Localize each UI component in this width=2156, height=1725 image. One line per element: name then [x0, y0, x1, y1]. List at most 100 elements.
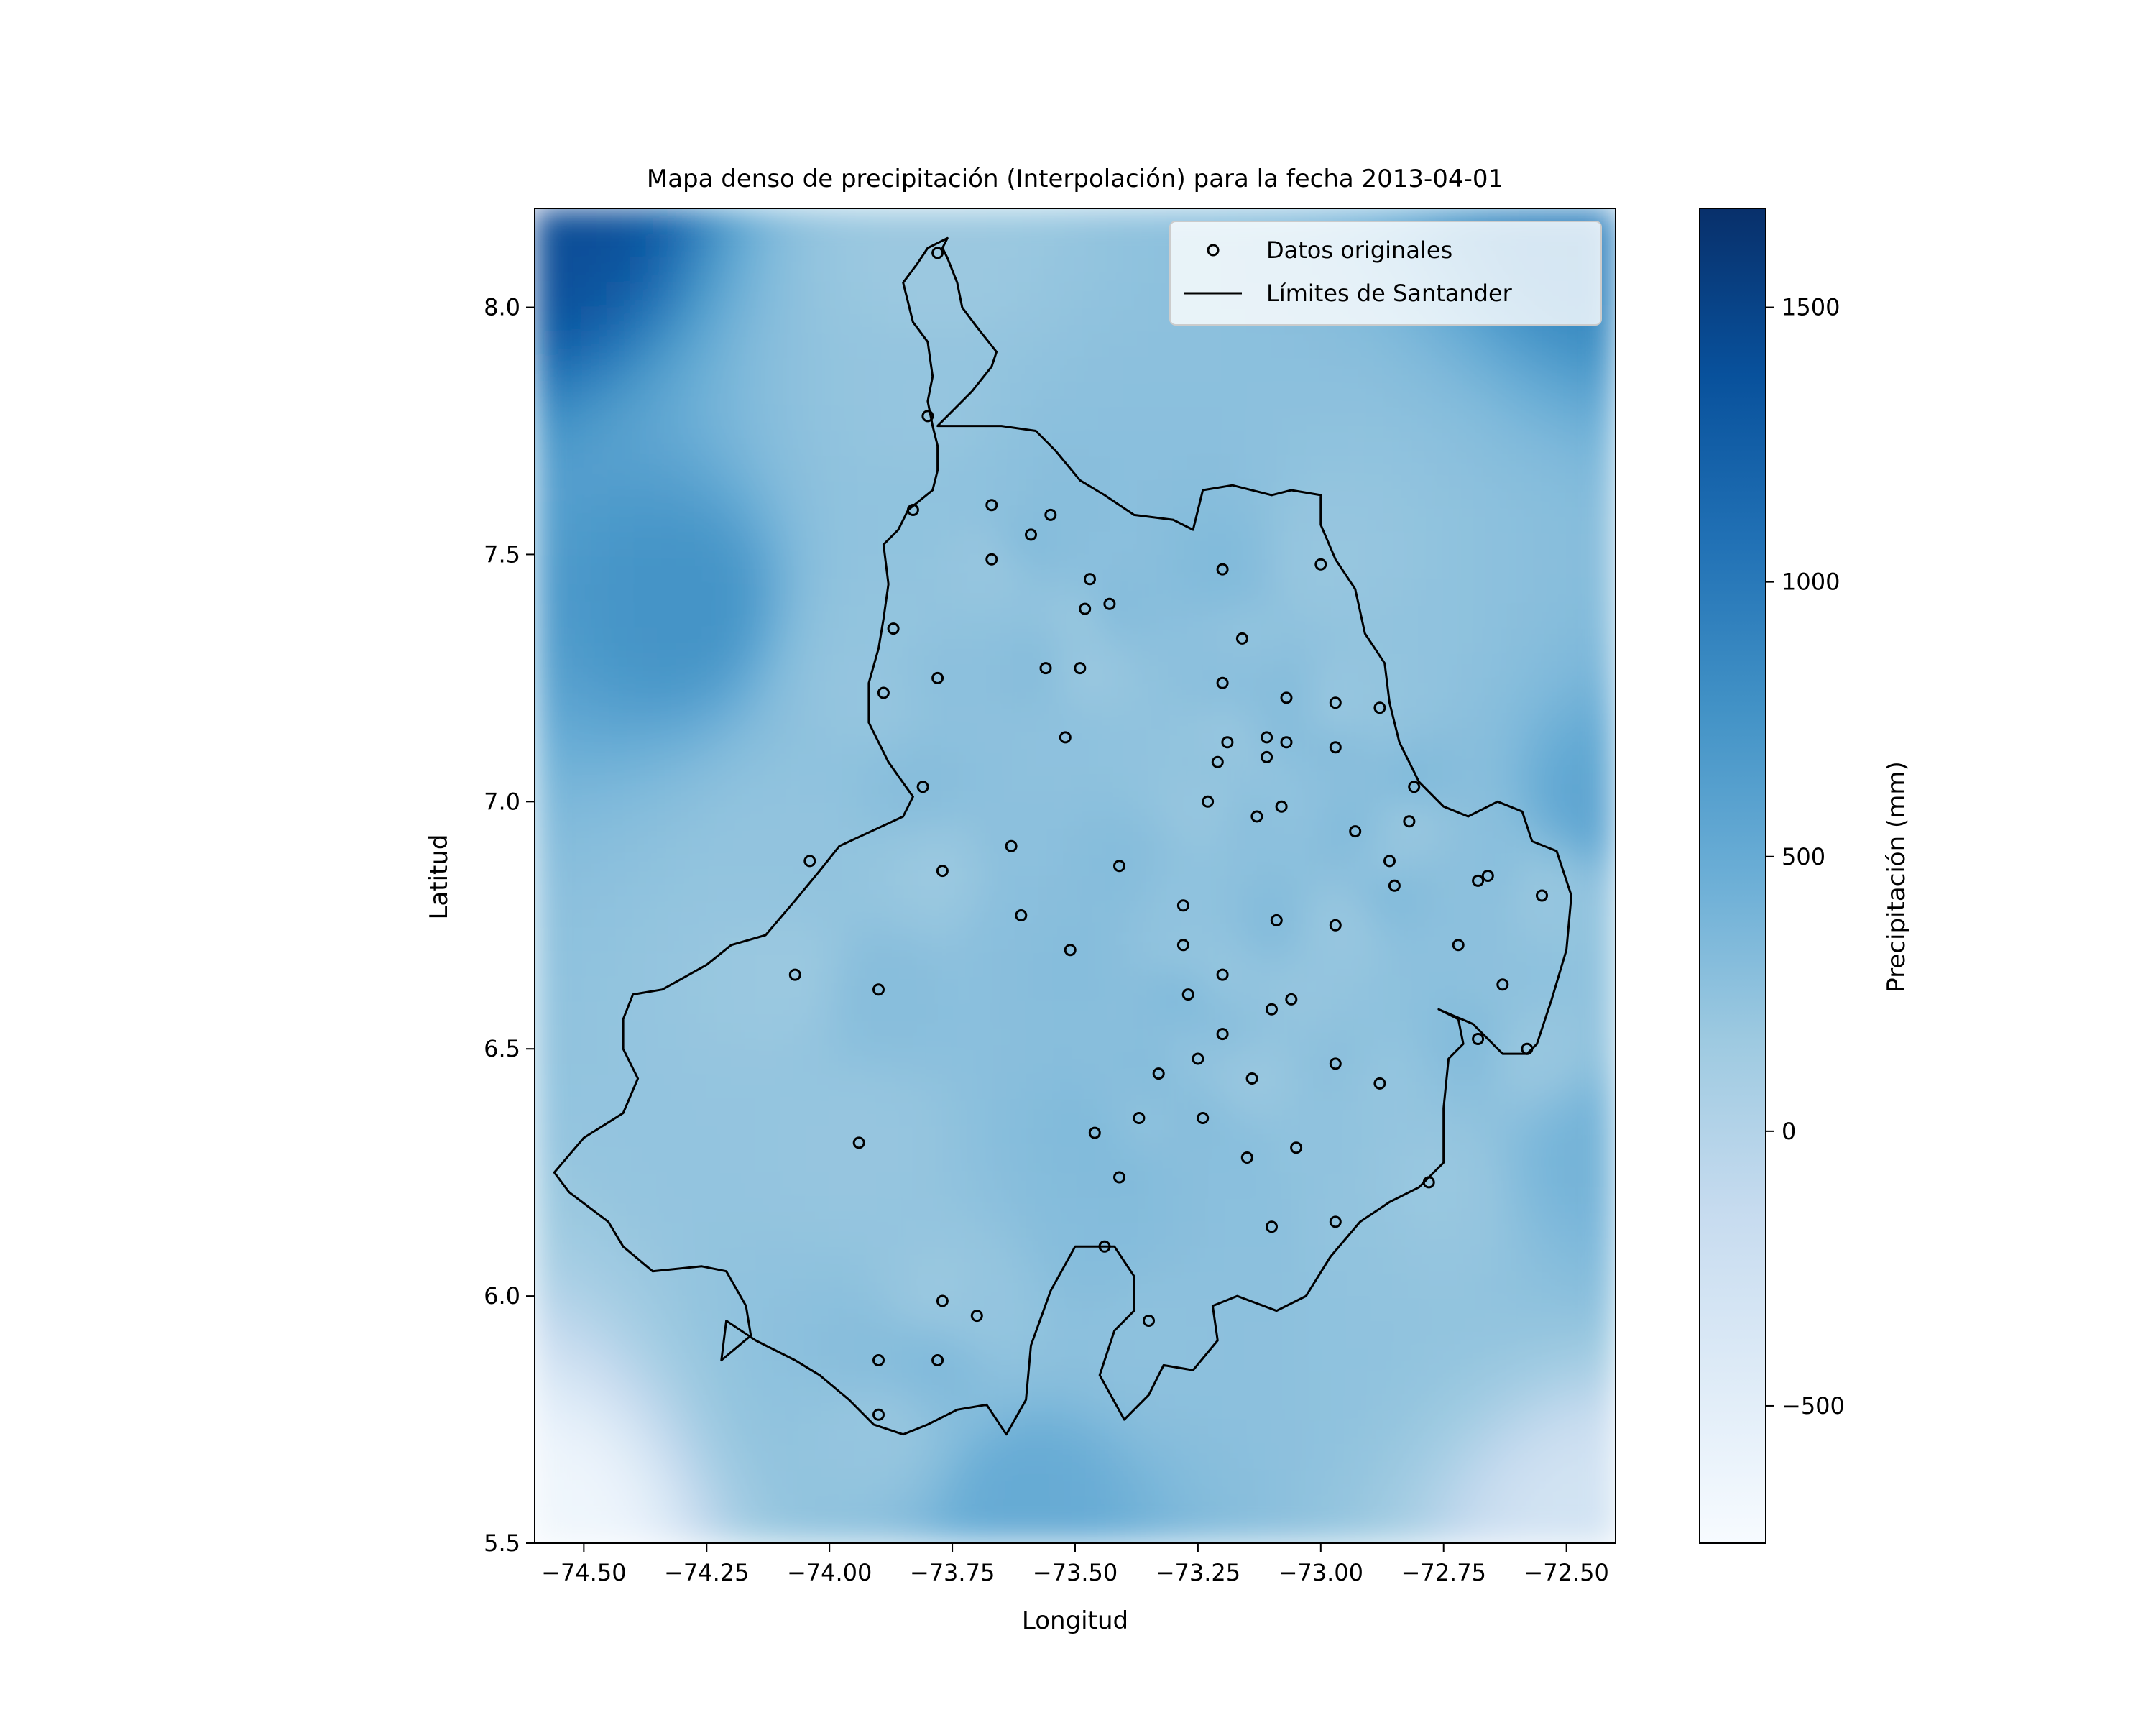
- heatmap-cell: [1197, 825, 1224, 852]
- heatmap-cell: [1467, 1517, 1494, 1543]
- heatmap-cell: [706, 627, 732, 654]
- heatmap-cell: [779, 1369, 806, 1396]
- heatmap-cell: [1222, 1320, 1248, 1346]
- heatmap-cell: [1123, 924, 1150, 951]
- heatmap-cell: [976, 1270, 1003, 1297]
- heatmap-cell: [779, 356, 806, 382]
- heatmap-cell: [1418, 1196, 1445, 1223]
- heatmap-cell: [656, 801, 683, 827]
- heatmap-cell: [1516, 998, 1543, 1025]
- heatmap-cell: [779, 1295, 806, 1322]
- heatmap-cell: [1565, 380, 1592, 408]
- heatmap-cell: [804, 776, 831, 803]
- heatmap-cell: [779, 677, 806, 704]
- heatmap-cell: [1123, 1220, 1150, 1248]
- heatmap-cell: [877, 1270, 904, 1297]
- heatmap-cell: [632, 479, 658, 506]
- heatmap-cell: [1492, 380, 1519, 408]
- heatmap-cell: [1049, 850, 1076, 877]
- heatmap-cell: [1099, 949, 1125, 976]
- heatmap-cell: [558, 1048, 585, 1075]
- heatmap-cell: [1467, 1394, 1494, 1421]
- heatmap-cell: [1442, 1517, 1469, 1543]
- heatmap-cell: [1000, 627, 1027, 654]
- heatmap-cell: [1418, 1023, 1445, 1050]
- heatmap-cell: [1492, 974, 1519, 1000]
- heatmap-cell: [681, 1270, 708, 1297]
- heatmap-cell: [1000, 1468, 1027, 1495]
- legend-box: [1169, 221, 1602, 326]
- heatmap-cell: [1123, 1122, 1150, 1149]
- station-marker: [1197, 1112, 1210, 1124]
- heatmap-cell: [755, 1443, 781, 1470]
- heatmap-cell: [632, 282, 658, 308]
- heatmap-cell: [755, 1023, 781, 1050]
- heatmap-cell: [952, 825, 978, 852]
- heatmap-cell: [1222, 1122, 1248, 1149]
- heatmap-cell: [976, 924, 1003, 951]
- heatmap-cell: [681, 1320, 708, 1346]
- heatmap-cell: [1197, 1098, 1224, 1124]
- y-tick-label: 6.5: [484, 1035, 520, 1062]
- heatmap-cell: [1172, 479, 1199, 506]
- heatmap-cell: [1025, 1122, 1051, 1149]
- station-marker: [931, 247, 944, 259]
- heatmap-cell: [1492, 1517, 1519, 1543]
- heatmap-cell: [681, 479, 708, 506]
- heatmap-cell: [1319, 751, 1346, 778]
- heatmap-cell: [829, 1246, 855, 1272]
- heatmap-cell: [1197, 1493, 1224, 1519]
- heatmap-cell: [1345, 1172, 1371, 1198]
- heatmap-cell: [607, 677, 634, 704]
- heatmap-cell: [1148, 801, 1174, 827]
- heatmap-cell: [1565, 727, 1592, 753]
- heatmap-cell: [976, 1295, 1003, 1322]
- heatmap-cell: [877, 1122, 904, 1149]
- heatmap-cell: [976, 331, 1003, 358]
- heatmap-cell: [1074, 998, 1101, 1025]
- heatmap-cell: [558, 751, 585, 778]
- station-marker: [936, 865, 949, 878]
- heatmap-cell: [1222, 899, 1248, 926]
- heatmap-cell: [1345, 356, 1371, 382]
- heatmap-cell: [829, 1072, 855, 1099]
- heatmap-cell: [1123, 380, 1150, 408]
- heatmap-cell: [681, 454, 708, 482]
- heatmap-cell: [853, 801, 880, 827]
- heatmap-cell: [1172, 1394, 1199, 1421]
- heatmap-cell: [1345, 899, 1371, 926]
- heatmap-cell: [583, 1517, 609, 1543]
- heatmap-cell: [804, 1443, 831, 1470]
- heatmap-cell: [1295, 1048, 1322, 1075]
- heatmap-cell: [1222, 1220, 1248, 1248]
- heatmap-cell: [607, 801, 634, 827]
- heatmap-cell: [730, 776, 757, 803]
- heatmap-cell: [952, 208, 978, 234]
- heatmap-cell: [535, 1394, 561, 1421]
- heatmap-cell: [706, 1344, 732, 1371]
- heatmap-cell: [1467, 702, 1494, 729]
- heatmap-cell: [1492, 1146, 1519, 1174]
- heatmap-cell: [1123, 553, 1150, 580]
- heatmap-cell: [656, 751, 683, 778]
- heatmap-cell: [1148, 1196, 1174, 1223]
- heatmap-cell: [1099, 801, 1125, 827]
- heatmap-cell: [1000, 825, 1027, 852]
- heatmap-cell: [952, 380, 978, 408]
- heatmap-cell: [1345, 1320, 1371, 1346]
- heatmap-cell: [1197, 1394, 1224, 1421]
- heatmap-cell: [1418, 1048, 1445, 1075]
- heatmap-cell: [1123, 998, 1150, 1025]
- heatmap-cell: [706, 825, 732, 852]
- heatmap-cell: [1541, 776, 1567, 803]
- heatmap-cell: [558, 801, 585, 827]
- heatmap-cell: [1295, 1468, 1322, 1495]
- heatmap-cell: [1099, 1098, 1125, 1124]
- heatmap-cell: [804, 479, 831, 506]
- heatmap-cell: [1148, 331, 1174, 358]
- heatmap-cell: [779, 1246, 806, 1272]
- heatmap-cell: [926, 504, 954, 531]
- heatmap-cell: [558, 257, 585, 284]
- heatmap-cell: [1565, 627, 1592, 654]
